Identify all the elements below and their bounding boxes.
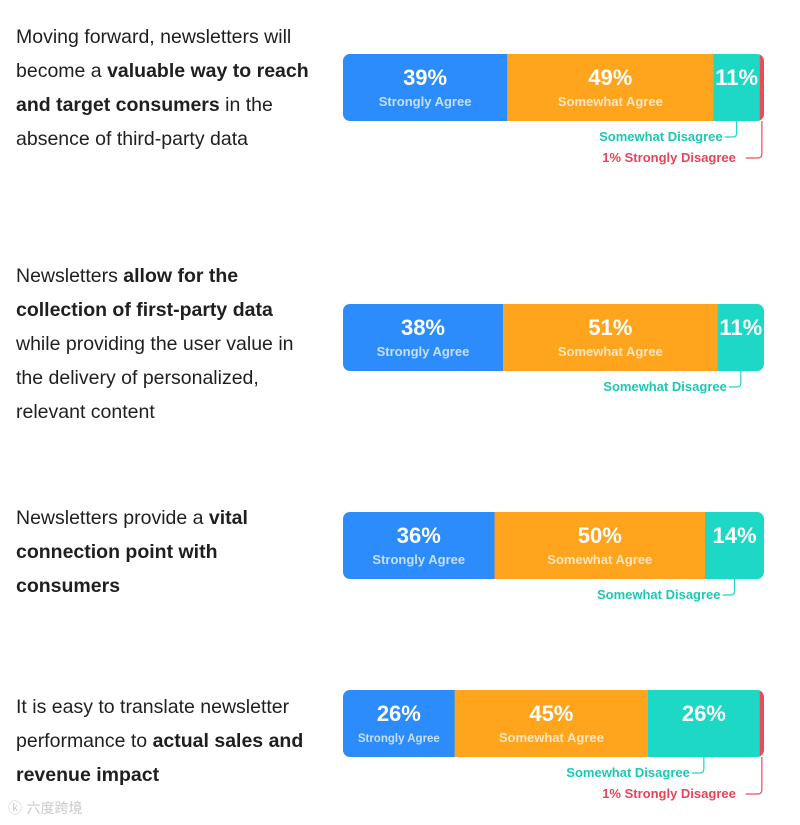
value-label: 39% xyxy=(403,65,447,90)
callout-line-strongly-disagree xyxy=(745,121,763,159)
value-label: 51% xyxy=(588,315,632,340)
callout-label-strongly-disagree: 1% Strongly Disagree xyxy=(602,786,736,801)
callout-line-somewhat-disagree xyxy=(691,728,705,774)
watermark-logo: ⓚ 六度跨境 xyxy=(8,801,83,817)
statement-4: It is easy to translate newsletter perfo… xyxy=(16,690,316,792)
callout-label-somewhat-disagree: Somewhat Disagree xyxy=(566,765,690,780)
value-label: 49% xyxy=(588,65,632,90)
callout-label-somewhat-disagree: Somewhat Disagree xyxy=(599,129,723,144)
bar-segment-strongly-disagree xyxy=(759,690,764,757)
statement-text-part: while providing the user value in the de… xyxy=(16,333,294,423)
statement-text-part: vital connection point with consumers xyxy=(16,507,248,597)
statement-text-part: valuable way to reach and target consume… xyxy=(16,60,309,116)
bar-row-4 xyxy=(343,690,764,757)
segment-name-label: Somewhat Agree xyxy=(558,344,663,359)
statement-3: Newsletters provide a vital connection p… xyxy=(16,501,316,603)
segment-name-label: Strongly Agree xyxy=(358,733,440,745)
value-label: 38% xyxy=(401,315,445,340)
value-label: 50% xyxy=(578,523,622,548)
segment-name-label: Strongly Agree xyxy=(372,552,465,567)
value-label: 11% xyxy=(715,65,758,90)
segment-name-label: Strongly Agree xyxy=(379,94,472,109)
bar-segment-somewhat-agree xyxy=(507,54,714,121)
bar-segment-strongly-agree xyxy=(343,54,508,121)
bar-segment-somewhat-agree xyxy=(502,304,719,371)
statement-text-part: It is easy to translate newsletter perfo… xyxy=(16,696,290,752)
callout-label-strongly-disagree: 1% Strongly Disagree xyxy=(602,150,736,165)
callout-line-somewhat-disagree xyxy=(722,550,736,596)
bar-segment-strongly-agree xyxy=(343,512,496,579)
value-label: 26% xyxy=(377,701,421,726)
value-label: 36% xyxy=(397,523,441,548)
bar-segment-strongly-disagree xyxy=(759,54,764,121)
bar-row-3 xyxy=(343,512,764,579)
callout-label-somewhat-disagree: Somewhat Disagree xyxy=(603,379,727,394)
statement-text-part: allow for the collection of first-party … xyxy=(16,265,273,321)
bar-segment-strongly-agree xyxy=(343,304,504,371)
value-label: 11% xyxy=(719,315,762,340)
bar-row-2 xyxy=(343,304,764,371)
value-label: 45% xyxy=(529,701,573,726)
statement-text-part: in the absence of third-party data xyxy=(16,94,273,150)
statement-text-part: Newsletters xyxy=(16,265,124,287)
statement-text-part: Moving forward, newsletters will become … xyxy=(16,26,292,82)
segment-name-label: Strongly Agree xyxy=(377,344,470,359)
statement-1: Moving forward, newsletters will become … xyxy=(16,20,316,156)
statement-text-part: actual sales and revenue impact xyxy=(16,730,304,786)
bar-row-1 xyxy=(343,54,764,121)
value-label: 14% xyxy=(713,523,757,548)
bar-segment-strongly-agree xyxy=(343,690,456,757)
callout-line-somewhat-disagree xyxy=(728,342,742,388)
segment-name-label: Somewhat Agree xyxy=(499,730,604,745)
value-label: 26% xyxy=(682,701,726,726)
bar-segment-somewhat-agree xyxy=(494,512,706,579)
segment-name-label: Somewhat Agree xyxy=(547,552,652,567)
callout-line-somewhat-disagree xyxy=(724,92,738,138)
segment-name-label: Somewhat Agree xyxy=(558,94,663,109)
callout-line-strongly-disagree xyxy=(745,757,763,795)
statement-text-part: Newsletters provide a xyxy=(16,507,209,529)
bar-segment-somewhat-agree xyxy=(454,690,649,757)
callout-label-somewhat-disagree: Somewhat Disagree xyxy=(597,587,721,602)
statement-2: Newsletters allow for the collection of … xyxy=(16,259,316,429)
